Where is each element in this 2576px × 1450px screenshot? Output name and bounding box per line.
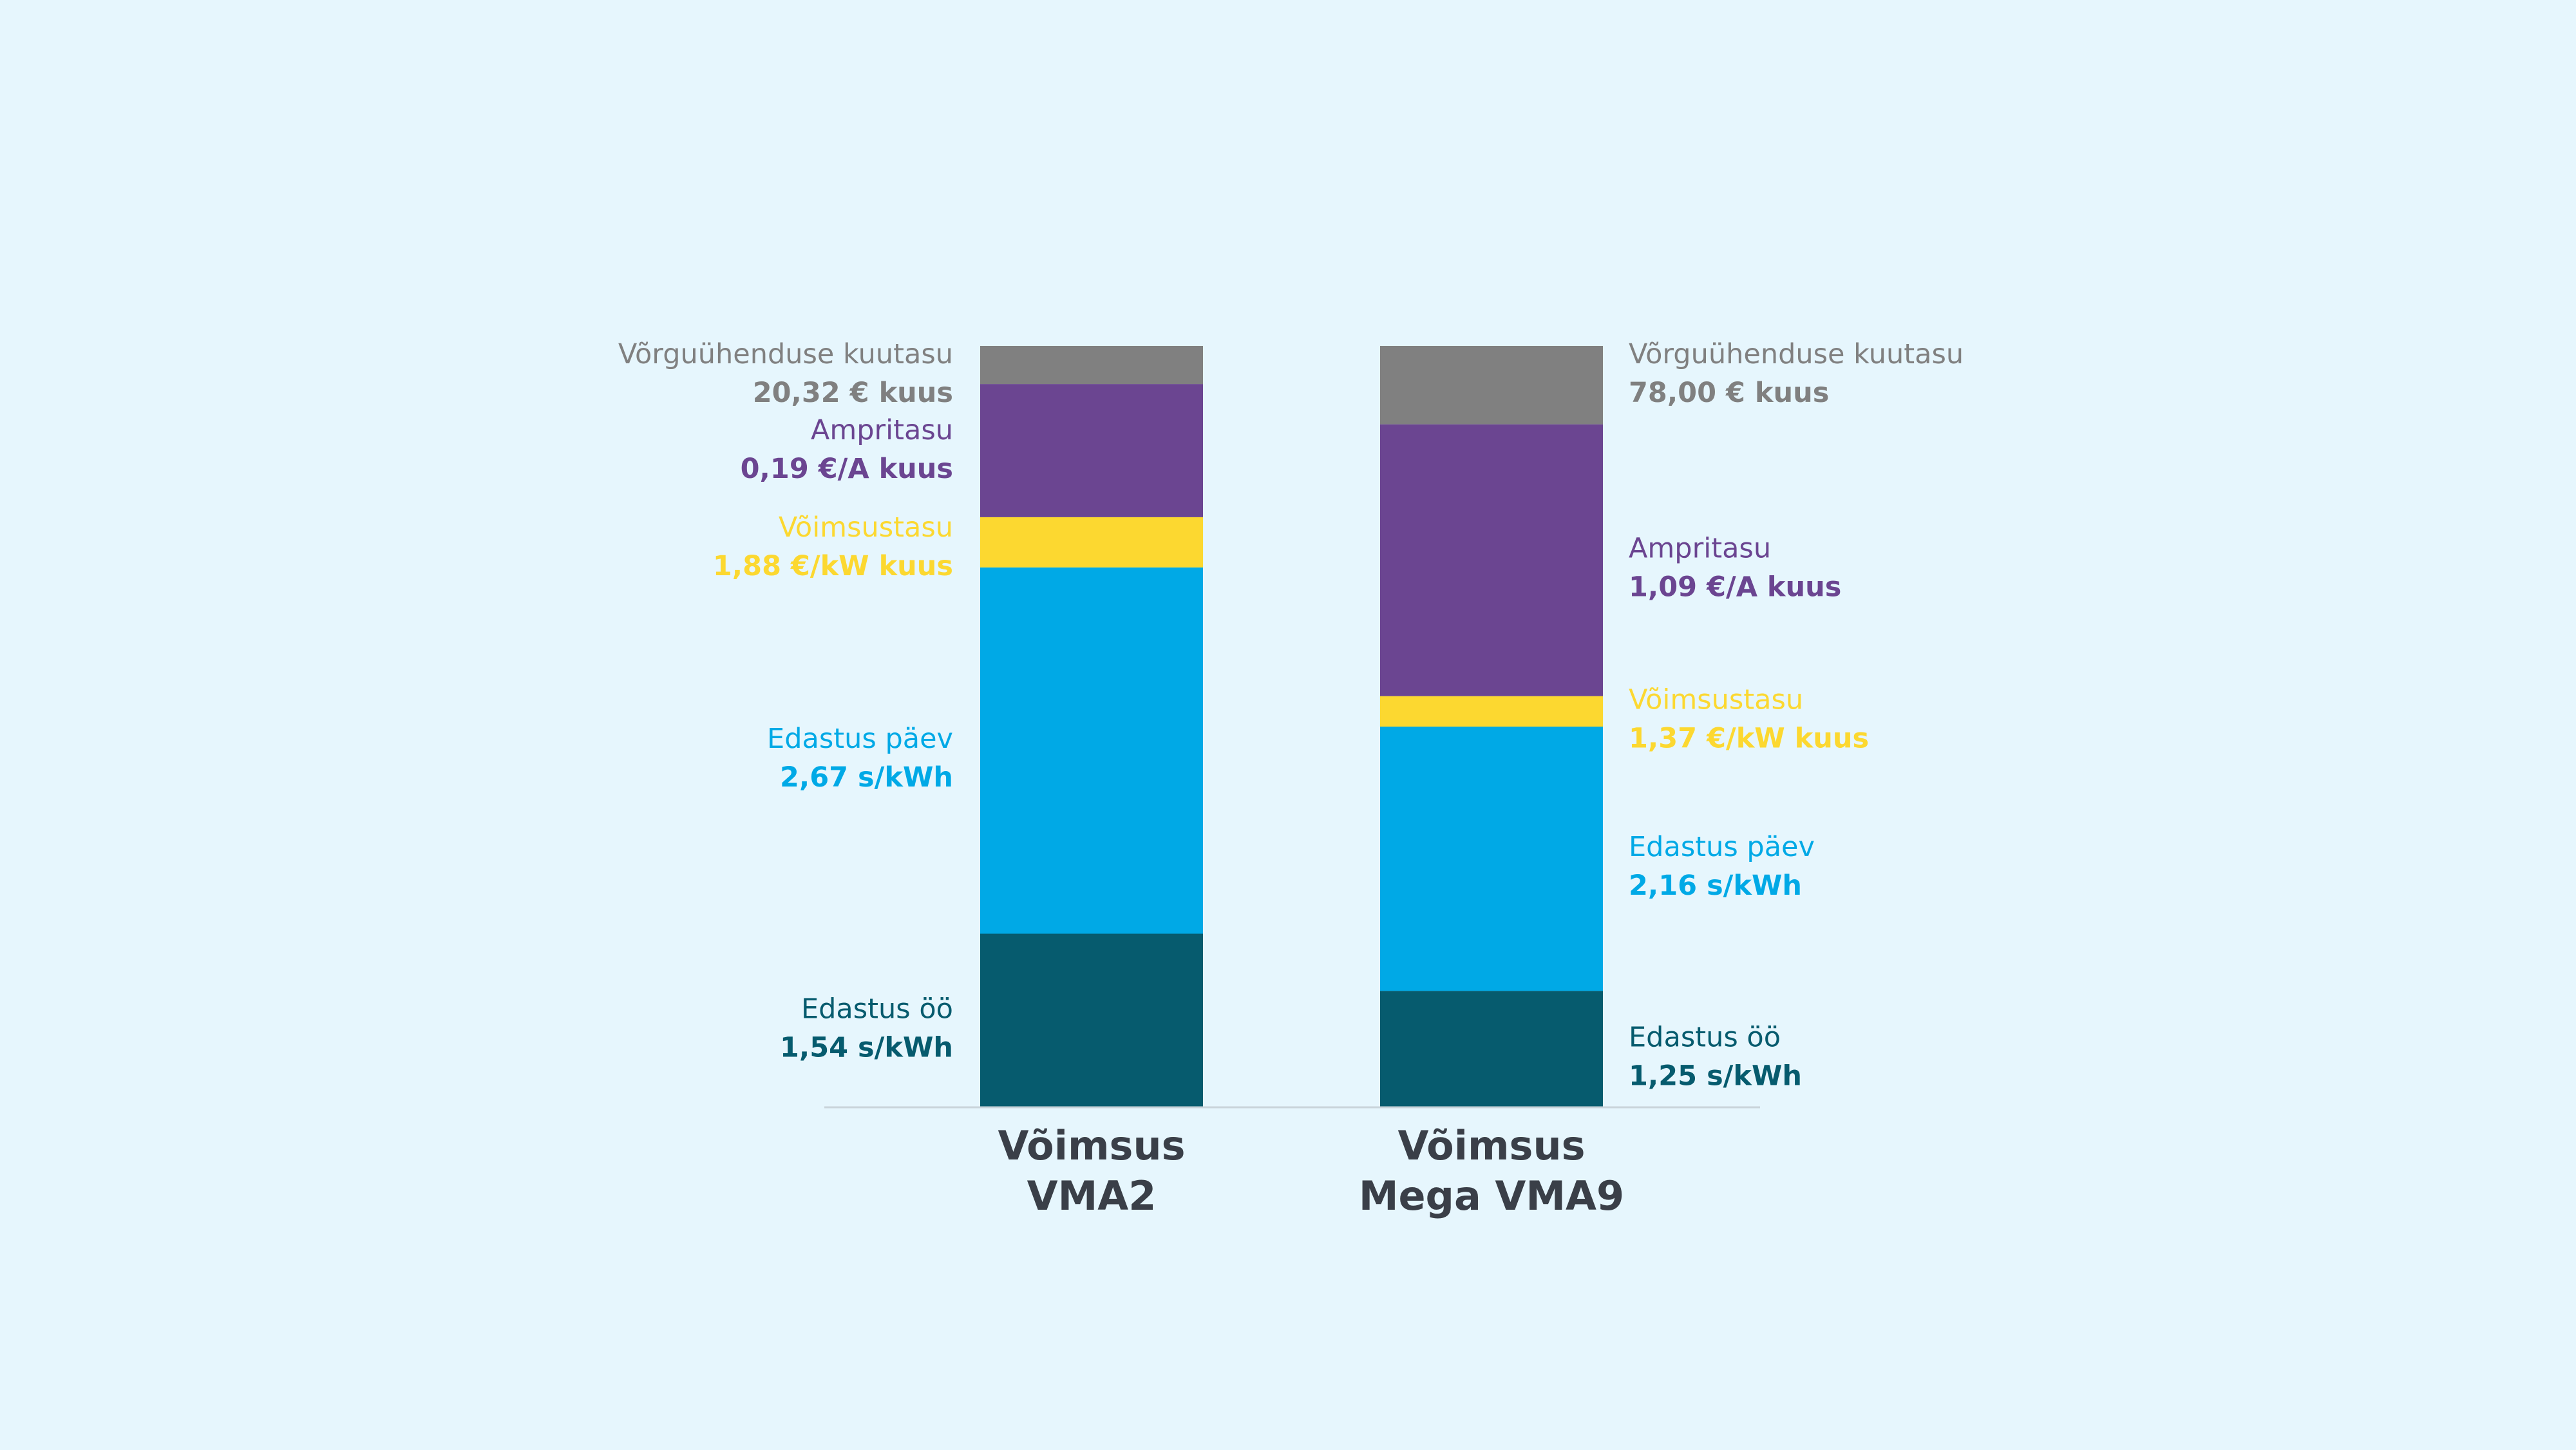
segment-labels-group: Edastus öö 1,54 s/kWh Edastus päev 2,67 s/k…	[618, 338, 1964, 1092]
segment-value-amp-2: 1,09 €/A kuus	[1629, 571, 1841, 604]
bar-segment-amp-1	[980, 384, 1203, 517]
bar-segment-grid-2	[1380, 346, 1603, 425]
bar-segment-grid-1	[980, 346, 1203, 385]
segment-name-grid-2: Võrguühenduse kuutasu	[1629, 338, 1964, 370]
segment-name-night-1: Edastus öö	[801, 993, 953, 1025]
segment-value-night-1: 1,54 s/kWh	[780, 1031, 953, 1064]
segment-value-day-1: 2,67 s/kWh	[780, 761, 953, 794]
segment-name-day-2: Edastus päev	[1629, 831, 1815, 863]
bar-segment-night-2	[1380, 991, 1603, 1107]
segment-value-power-1: 1,88 €/kW kuus	[713, 550, 953, 582]
segment-value-day-2: 2,16 s/kWh	[1629, 870, 1802, 902]
segment-name-day-1: Edastus päev	[767, 723, 953, 755]
segment-name-amp-2: Ampritasu	[1629, 533, 1771, 565]
segment-name-night-2: Edastus öö	[1629, 1022, 1781, 1054]
segment-value-grid-1: 20,32 € kuus	[753, 377, 953, 409]
bar-segment-day-2	[1380, 727, 1603, 991]
bar-segment-power-2	[1380, 696, 1603, 727]
category-label-2-line2: Mega VMA9	[1359, 1172, 1624, 1219]
segment-name-power-2: Võimsustasu	[1629, 683, 1803, 716]
segment-value-grid-2: 78,00 € kuus	[1629, 377, 1829, 409]
segment-value-amp-1: 0,19 €/A kuus	[741, 453, 953, 485]
segment-name-grid-1: Võrguühenduse kuutasu	[618, 338, 953, 370]
bar-segment-amp-2	[1380, 424, 1603, 696]
category-label-1-line2: VMA2	[1027, 1172, 1157, 1219]
segment-value-night-2: 1,25 s/kWh	[1629, 1060, 1802, 1092]
bar-segment-power-1	[980, 517, 1203, 568]
segment-name-amp-1: Ampritasu	[811, 414, 953, 446]
bar-segment-night-1	[980, 933, 1203, 1107]
segment-value-power-2: 1,37 €/kW kuus	[1629, 722, 1869, 754]
segment-name-power-1: Võimsustasu	[779, 511, 953, 544]
category-label-2-line1: Võimsus	[1398, 1122, 1586, 1169]
bars-group	[980, 346, 1603, 1107]
category-label-1-line1: Võimsus	[998, 1122, 1186, 1169]
bar-segment-day-1	[980, 568, 1203, 934]
